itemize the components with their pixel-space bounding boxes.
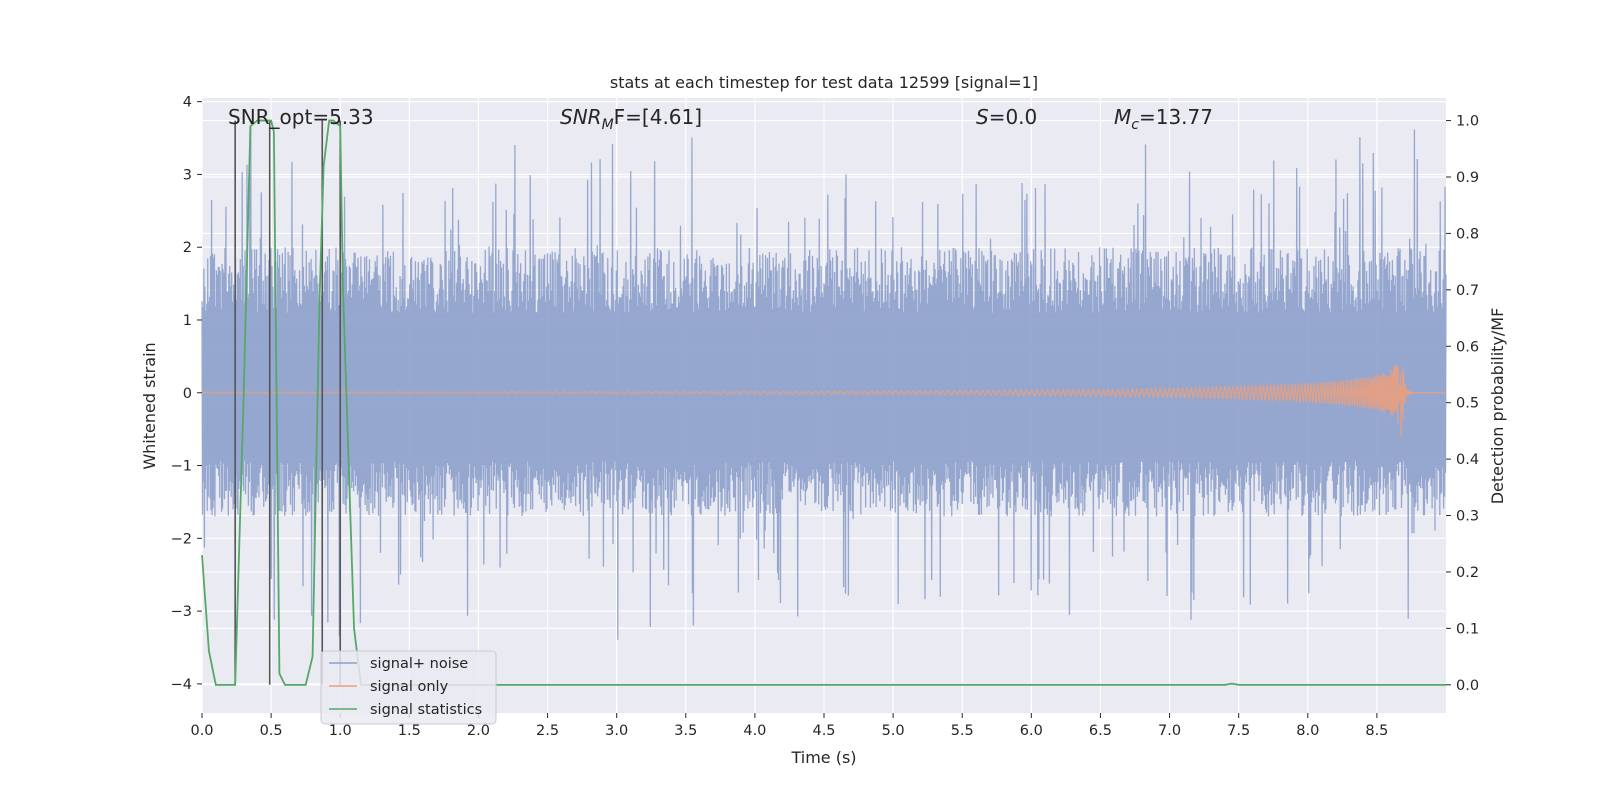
y-left-tick-label: −4 [171, 677, 192, 693]
y-left-tick-label: −3 [171, 604, 192, 620]
y-left-tick-label: 0 [183, 386, 192, 402]
y-right-tick-label: 0.3 [1456, 509, 1479, 525]
snr-mf-annotation: SNRMF=[4.61] [560, 105, 702, 133]
x-tick-label: 1.0 [329, 723, 352, 739]
x-axis-label: Time (s) [790, 748, 856, 767]
y-left-tick-label: 1 [183, 313, 192, 329]
y-right-tick-label: 0.0 [1456, 678, 1479, 694]
x-tick-label: 7.5 [1227, 723, 1250, 739]
signal-only-series [201, 363, 1446, 438]
s-annotation: S=0.0 [976, 105, 1037, 129]
signal-noise-line [201, 125, 1447, 640]
x-tick-label: 6.5 [1089, 723, 1112, 739]
legend: signal+ noise signal only signal statist… [320, 650, 497, 725]
y-right-tick-label: 0.6 [1456, 339, 1479, 355]
y-left-tick-label: 4 [183, 95, 192, 111]
y-left-tick-label: −2 [171, 531, 192, 547]
x-tick-label: 7.0 [1158, 723, 1181, 739]
x-tick-label: 4.0 [743, 723, 766, 739]
y-right-tick-label: 0.7 [1456, 283, 1479, 299]
y-left-tick-label: −1 [171, 459, 192, 475]
y-right-tick-label: 0.1 [1456, 621, 1479, 637]
legend-label-signal-noise: signal+ noise [370, 656, 468, 672]
legend-label-signal-statistics: signal statistics [370, 702, 482, 718]
y-right-tick-label: 0.2 [1456, 565, 1479, 581]
legend-box [320, 650, 497, 725]
signal-noise-series [201, 125, 1447, 640]
x-tick-label: 2.0 [467, 723, 490, 739]
x-tick-label: 3.0 [605, 723, 628, 739]
y-right-tick-label: 0.8 [1456, 226, 1479, 242]
y-right-tick-label: 0.5 [1456, 396, 1479, 412]
y-axis-label-left: Whitened strain [140, 342, 159, 469]
signal-only-line [201, 363, 1446, 438]
x-tick-label: 1.5 [398, 723, 421, 739]
chart-title: stats at each timestep for test data 125… [610, 73, 1038, 92]
x-tick-label: 0.0 [190, 723, 213, 739]
tick-labels: 0.0 0.5 1.0 1.5 2.0 2.5 3.0 3.5 4.0 4.5 5.0 5.5 6.0 6… [171, 95, 1479, 739]
x-tick-label: 2.5 [536, 723, 559, 739]
x-tick-label: 0.5 [260, 723, 283, 739]
y-axis-label-right: Detection probability/MF [1488, 308, 1507, 505]
mc-annotation: Mc=13.77 [1114, 105, 1213, 133]
legend-label-signal-only: signal only [370, 679, 449, 695]
snr-opt-annotation: SNR_opt=5.33 [228, 105, 374, 129]
x-tick-label: 6.0 [1020, 723, 1043, 739]
x-tick-label: 3.5 [674, 723, 697, 739]
x-tick-label: 5.5 [951, 723, 974, 739]
x-tick-label: 8.0 [1296, 723, 1319, 739]
x-tick-label: 4.5 [812, 723, 835, 739]
x-tick-label: 8.5 [1365, 723, 1388, 739]
y-right-tick-label: 0.9 [1456, 170, 1479, 186]
y-left-tick-label: 3 [183, 167, 192, 183]
y-left-tick-label: 2 [183, 240, 192, 256]
y-right-tick-label: 1.0 [1456, 114, 1479, 130]
y-right-tick-label: 0.4 [1456, 452, 1479, 468]
x-tick-label: 5.0 [882, 723, 905, 739]
